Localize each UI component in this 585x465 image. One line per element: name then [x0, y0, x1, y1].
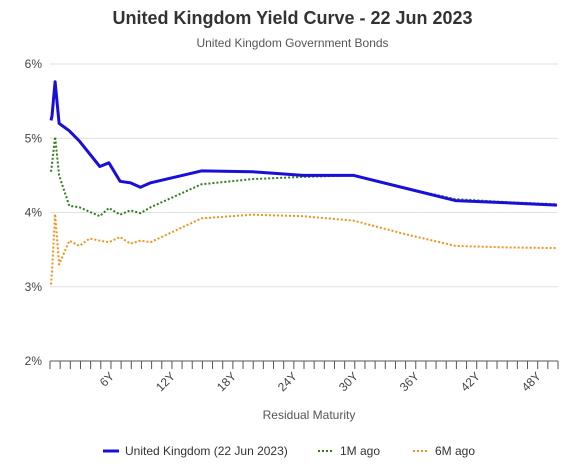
legend-label: 1M ago — [340, 444, 380, 458]
chart-subtitle: United Kingdom Government Bonds — [196, 36, 389, 50]
x-tick-label: 48Y — [519, 369, 544, 394]
grid-lines — [50, 63, 558, 362]
x-axis-title: Residual Maturity — [263, 408, 356, 422]
y-tick-label: 5% — [25, 131, 43, 145]
legend-label: 6M ago — [435, 444, 475, 458]
x-tick-label: 18Y — [214, 369, 239, 394]
legend[interactable]: United Kingdom (22 Jun 2023) 1M ago 6M ago — [103, 444, 475, 458]
x-tick-label: 42Y — [458, 369, 483, 394]
y-tick-label: 6% — [25, 57, 43, 71]
chart-title: United Kingdom Yield Curve - 22 Jun 2023 — [112, 8, 473, 28]
x-tick-label: 12Y — [153, 369, 178, 394]
series-line-2[interactable] — [50, 213, 558, 285]
series-lines — [49, 80, 558, 285]
y-tick-label: 4% — [25, 206, 43, 220]
axes: 2% 3% 4% 5% 6% 6Y 12Y 18Y 24Y 30Y 36Y 42Y 48Y — [25, 57, 559, 394]
legend-item-0[interactable]: United Kingdom (22 Jun 2023) — [103, 444, 288, 458]
legend-item-1[interactable]: 1M ago — [318, 444, 380, 458]
x-tick-label: 30Y — [336, 369, 361, 394]
series-line-0[interactable] — [49, 80, 558, 207]
x-tick-label: 36Y — [397, 369, 422, 394]
legend-item-2[interactable]: 6M ago — [413, 444, 475, 458]
legend-label: United Kingdom (22 Jun 2023) — [125, 444, 288, 458]
y-tick-label: 3% — [25, 280, 43, 294]
y-tick-label: 2% — [25, 354, 43, 368]
x-tick-label: 6Y — [97, 369, 117, 389]
x-tick-label: 24Y — [275, 369, 300, 394]
